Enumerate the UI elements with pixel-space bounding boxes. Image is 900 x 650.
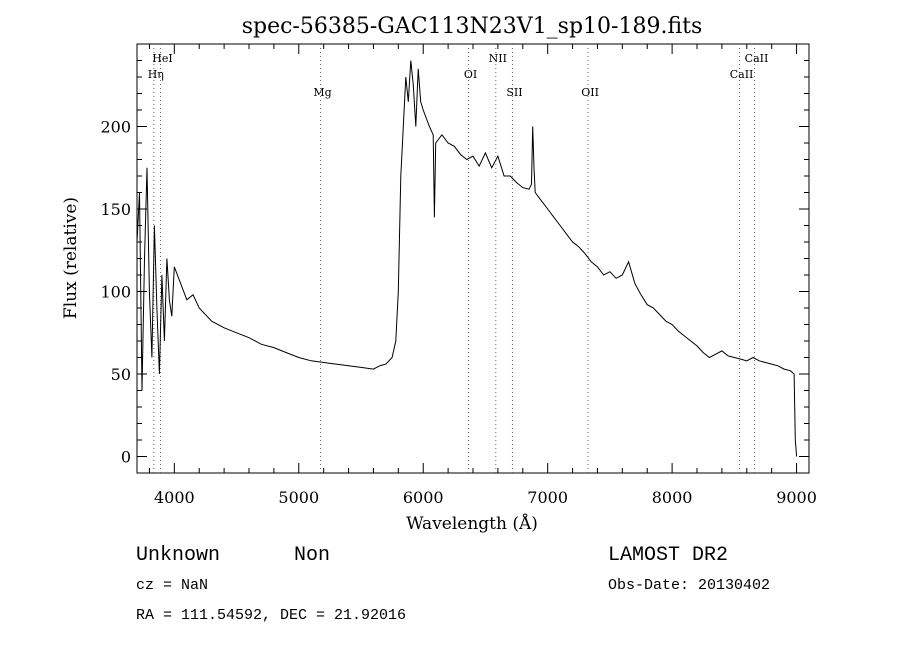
x-axis-ticks: 4000 5000 6000 7000 8000 9000	[148, 44, 817, 507]
chart-title: spec-56385-GAC113N23V1_sp10-189.fits	[242, 14, 703, 39]
y-tick-label: 150	[100, 200, 131, 219]
plot-frame	[136, 43, 810, 474]
cz-label: cz = NaN	[136, 577, 208, 594]
line-label: CaII	[745, 52, 769, 65]
coords-label: RA = 111.54592, DEC = 21.92016	[136, 607, 406, 624]
line-label: HeI	[152, 52, 172, 65]
subclass-label: Non	[294, 544, 330, 567]
y-tick-label: 200	[100, 118, 131, 137]
x-tick-label: 4000	[154, 488, 195, 507]
x-axis-label: Wavelength (Å)	[406, 513, 538, 534]
y-tick-label: 50	[111, 365, 131, 384]
line-label: NII	[489, 52, 507, 65]
line-label: CaII	[730, 68, 754, 81]
x-tick-label: 5000	[278, 488, 319, 507]
x-tick-label: 6000	[403, 488, 444, 507]
obs-date-label: Obs-Date: 20130402	[608, 577, 770, 594]
x-tick-label: 9000	[776, 488, 817, 507]
line-label: Hη	[148, 68, 164, 81]
survey-label: LAMOST DR2	[608, 544, 728, 567]
y-tick-label: 100	[100, 283, 131, 302]
spectral-line-labels: HeI Hη Mg NII OI SII OII CaII CaII	[148, 52, 769, 99]
spectrum-line	[136, 60, 798, 457]
y-tick-label: 0	[121, 448, 131, 467]
y-axis-ticks: 0 50 100 150 200	[100, 60, 809, 467]
line-label: OI	[464, 68, 477, 81]
line-label: SII	[506, 86, 522, 99]
spectral-line-markers	[153, 44, 755, 473]
y-axis-label: Flux (relative)	[61, 197, 81, 319]
line-label: OII	[581, 86, 599, 99]
line-label: Mg	[313, 86, 331, 99]
x-tick-label: 7000	[527, 488, 568, 507]
x-tick-label: 8000	[652, 488, 693, 507]
class-label: Unknown	[136, 544, 220, 567]
